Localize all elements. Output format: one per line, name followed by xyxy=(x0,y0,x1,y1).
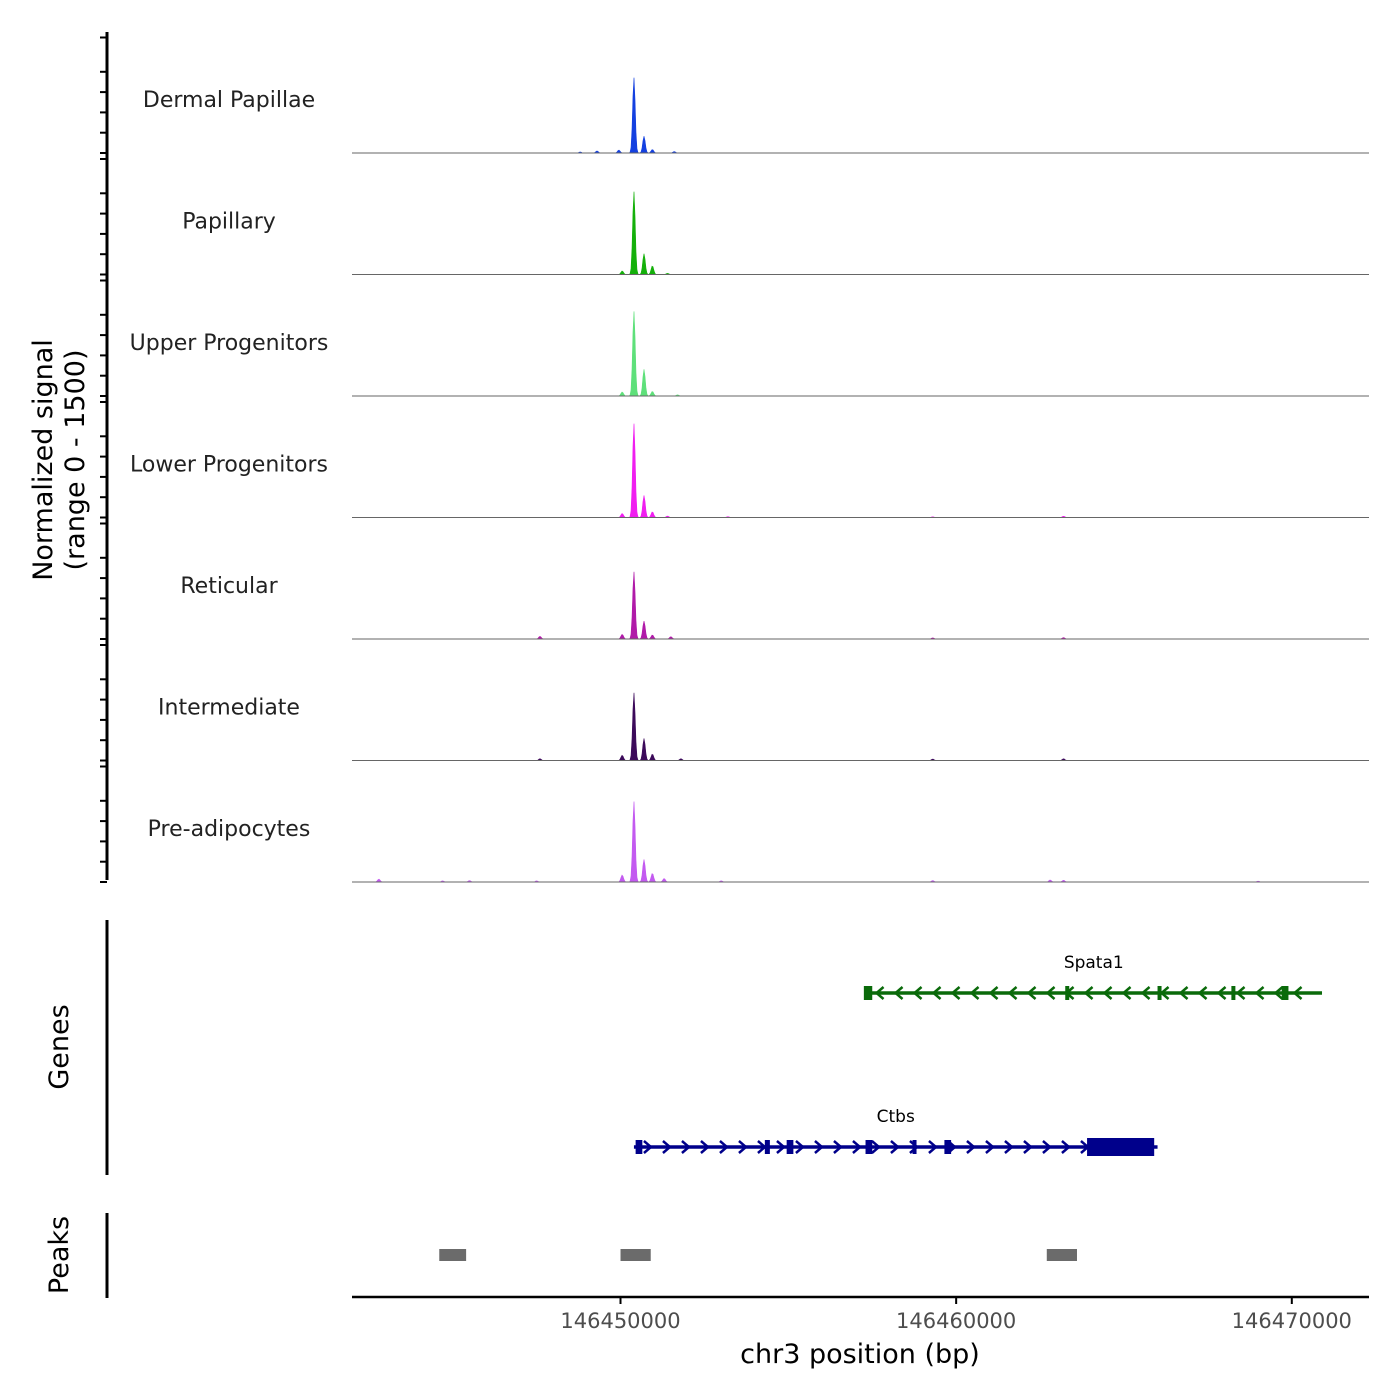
strand-arrow xyxy=(852,1140,862,1154)
strand-arrow xyxy=(950,986,961,1000)
strand-arrow xyxy=(890,1140,900,1154)
strand-arrow xyxy=(912,986,923,1000)
strand-arrow xyxy=(893,986,904,1000)
signal-area xyxy=(352,311,1369,397)
x-axis-ticks: 146450000 146460000 146470000 xyxy=(560,1297,1352,1333)
strand-arrow xyxy=(643,1140,653,1154)
signal-area xyxy=(352,77,1369,154)
signal-ylabel-line1: Normalized signal xyxy=(28,339,59,581)
track-dermal-papillae: Dermal Papillae xyxy=(143,77,1369,154)
strand-arrow xyxy=(1042,1140,1052,1154)
strand-arrow xyxy=(1023,1140,1033,1154)
track-label: Dermal Papillae xyxy=(143,88,315,113)
exon xyxy=(863,986,873,1000)
signal-area xyxy=(352,801,1369,883)
track-lower-progenitors: Lower Progenitors xyxy=(130,423,1369,518)
strand-arrow xyxy=(1273,986,1284,1000)
strand-arrow xyxy=(969,986,980,1000)
strand-arrow xyxy=(1061,1140,1071,1154)
exon xyxy=(1087,1138,1155,1156)
signal-ylabel-line2: (range 0 - 1500) xyxy=(60,350,91,571)
x-tick-label: 146460000 xyxy=(896,1309,1016,1333)
coverage-tracks: Dermal Papillae Papillary Upper Progenitor… xyxy=(130,77,1369,883)
track-label: Papillary xyxy=(182,210,276,235)
signal-y-axis-ticks xyxy=(100,36,107,883)
strand-arrow xyxy=(1140,986,1151,1000)
track-label: Reticular xyxy=(180,574,278,599)
track-intermediate: Intermediate xyxy=(158,692,1369,761)
track-label: Lower Progenitors xyxy=(130,453,328,478)
strand-arrow xyxy=(1083,986,1094,1000)
track-papillary: Papillary xyxy=(182,191,1369,275)
exon xyxy=(912,1140,917,1154)
exon xyxy=(1157,986,1162,1000)
signal-area xyxy=(352,571,1369,640)
genes-track: Spata1 Ctbs xyxy=(633,953,1323,1156)
signal-area xyxy=(352,692,1369,761)
strand-arrow xyxy=(1026,986,1037,1000)
strand-arrow xyxy=(988,986,999,1000)
track-pre-adipocytes: Pre-adipocytes xyxy=(148,801,1369,883)
strand-arrow xyxy=(909,1140,919,1154)
exon xyxy=(764,1140,770,1154)
track-upper-progenitors: Upper Progenitors xyxy=(130,311,1369,397)
strand-arrow xyxy=(738,1140,748,1154)
strand-arrow xyxy=(776,1140,786,1154)
strand-arrow xyxy=(1292,986,1303,1000)
peak-region xyxy=(439,1249,467,1261)
x-tick-label: 146450000 xyxy=(560,1309,680,1333)
track-label: Pre-adipocytes xyxy=(148,817,311,842)
exon xyxy=(635,1140,643,1154)
x-axis-title: chr3 position (bp) xyxy=(740,1339,980,1370)
x-tick-label: 146470000 xyxy=(1232,1309,1352,1333)
strand-arrow xyxy=(1004,1140,1014,1154)
track-label: Upper Progenitors xyxy=(130,331,329,356)
exon xyxy=(1281,986,1289,1000)
track-reticular: Reticular xyxy=(180,571,1369,640)
exon xyxy=(786,1140,794,1154)
strand-arrow xyxy=(928,1140,938,1154)
strand-arrow xyxy=(1102,986,1113,1000)
genes-track-label: Genes xyxy=(44,1004,75,1089)
strand-arrow xyxy=(1254,986,1265,1000)
strand-arrow xyxy=(871,1140,881,1154)
strand-arrow xyxy=(795,1140,805,1154)
strand-arrow xyxy=(833,1140,843,1154)
strand-arrow xyxy=(700,1140,710,1154)
strand-arrow xyxy=(931,986,942,1000)
strand-arrow xyxy=(1178,986,1189,1000)
peaks-track-label: Peaks xyxy=(44,1216,75,1294)
exon xyxy=(944,1140,952,1154)
signal-area xyxy=(352,191,1369,275)
gene-spata1: Spata1 xyxy=(863,953,1323,1000)
strand-arrow xyxy=(1235,986,1246,1000)
strand-arrow xyxy=(662,1140,672,1154)
strand-arrow xyxy=(966,1140,976,1154)
exon xyxy=(1065,986,1070,1000)
strand-arrow xyxy=(985,1140,995,1154)
peaks-track xyxy=(439,1249,1077,1261)
signal-area xyxy=(352,423,1369,518)
exon xyxy=(865,1140,873,1154)
peak-region xyxy=(620,1249,651,1261)
gene-ctbs: Ctbs xyxy=(633,1107,1158,1156)
strand-arrow xyxy=(1216,986,1227,1000)
strand-arrow xyxy=(1045,986,1056,1000)
gene-label: Spata1 xyxy=(1064,953,1124,973)
strand-arrow xyxy=(1007,986,1018,1000)
strand-arrow xyxy=(1121,986,1132,1000)
gene-label: Ctbs xyxy=(877,1107,915,1127)
exon xyxy=(1231,986,1236,1000)
strand-arrow xyxy=(1197,986,1208,1000)
peak-region xyxy=(1046,1249,1077,1261)
strand-arrow xyxy=(719,1140,729,1154)
strand-arrow xyxy=(874,986,885,1000)
track-label: Intermediate xyxy=(158,696,300,721)
strand-arrow xyxy=(681,1140,691,1154)
strand-arrow xyxy=(814,1140,824,1154)
